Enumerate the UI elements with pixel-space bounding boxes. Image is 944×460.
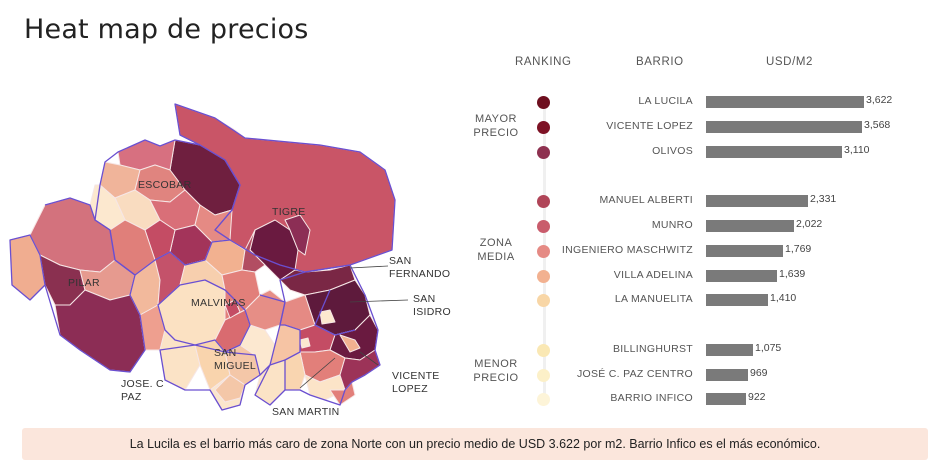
price-bar: [706, 369, 748, 381]
ranking-dot: [537, 344, 550, 357]
map-label-san-isidro: SAN ISIDRO: [413, 293, 451, 318]
price-bar: [706, 270, 777, 282]
price-value: 1,769: [785, 243, 812, 255]
price-value: 3,568: [864, 119, 891, 131]
price-value: 1,639: [779, 268, 806, 280]
ranking-dot: [537, 220, 550, 233]
group-label-high: MAYOR PRECIO: [473, 113, 519, 139]
ranking-dot: [537, 245, 550, 258]
header-usd-m2: USD/M2: [766, 56, 814, 68]
ranking-dot: [537, 393, 550, 406]
price-bar: [706, 96, 864, 108]
barrio-name: MANUEL ALBERTI: [599, 194, 693, 206]
map-label-jose-c-paz: JOSE. C PAZ: [121, 378, 164, 403]
price-value: 3,622: [866, 94, 893, 106]
heat-map: [9, 103, 409, 411]
barrio-name: BILLINGHURST: [612, 343, 693, 355]
map-label-san-martin: SAN MARTIN: [272, 406, 340, 418]
map-label-san-miguel: SAN MIGUEL: [214, 347, 257, 372]
ranking-dot: [537, 96, 550, 109]
summary-banner: La Lucila es el barrio más caro de zona …: [22, 428, 928, 460]
header-barrio: BARRIO: [636, 56, 684, 68]
barrio-name: BARRIO INFICO: [610, 392, 693, 404]
barrio-name: INGENIERO MASCHWITZ: [561, 244, 693, 256]
ranking-dot: [537, 121, 550, 134]
barrio-name: JOSÉ C. PAZ CENTRO: [576, 368, 693, 380]
header-ranking: RANKING: [515, 56, 572, 68]
barrio-name: LA LUCILA: [638, 95, 693, 107]
price-bar: [706, 344, 753, 356]
summary-text: La Lucila es el barrio más caro de zona …: [129, 437, 821, 451]
price-bar: [706, 146, 842, 158]
price-value: 1,075: [755, 342, 782, 354]
price-bar: [706, 245, 783, 257]
price-value: 2,331: [810, 193, 837, 205]
map-label-tigre: TIGRE: [272, 206, 306, 218]
page-title: Heat map de precios: [24, 14, 309, 45]
ranking-dot: [537, 146, 550, 159]
barrio-name: VICENTE LOPEZ: [606, 120, 693, 132]
barrio-name: MUNRO: [651, 219, 693, 231]
map-label-san-fernando: SAN FERNANDO: [389, 255, 451, 280]
group-label-mid: ZONA MEDIA: [477, 237, 515, 263]
price-bar: [706, 121, 862, 133]
ranking-dot: [537, 195, 550, 208]
price-bar: [706, 294, 768, 306]
group-label-low: MENOR PRECIO: [473, 358, 519, 384]
price-bar: [706, 195, 808, 207]
ranking-dot: [537, 270, 550, 283]
barrio-name: VILLA ADELINA: [613, 269, 693, 281]
price-bar: [706, 220, 794, 232]
price-value: 1,410: [770, 292, 797, 304]
price-value: 969: [750, 367, 768, 379]
map-label-pilar: PILAR: [68, 277, 100, 289]
barrio-name: OLIVOS: [652, 145, 693, 157]
price-bar: [706, 393, 746, 405]
map-label-vicente-lopez: VICENTE LOPEZ: [392, 370, 440, 395]
ranking-dot: [537, 294, 550, 307]
price-value: 3,110: [844, 144, 870, 156]
price-value: 922: [748, 391, 766, 403]
ranking-dot: [537, 369, 550, 382]
barrio-name: LA MANUELITA: [614, 293, 693, 305]
price-value: 2,022: [796, 218, 823, 230]
map-label-malvinas: MALVINAS: [191, 297, 246, 309]
map-label-escobar: ESCOBAR: [138, 179, 192, 191]
